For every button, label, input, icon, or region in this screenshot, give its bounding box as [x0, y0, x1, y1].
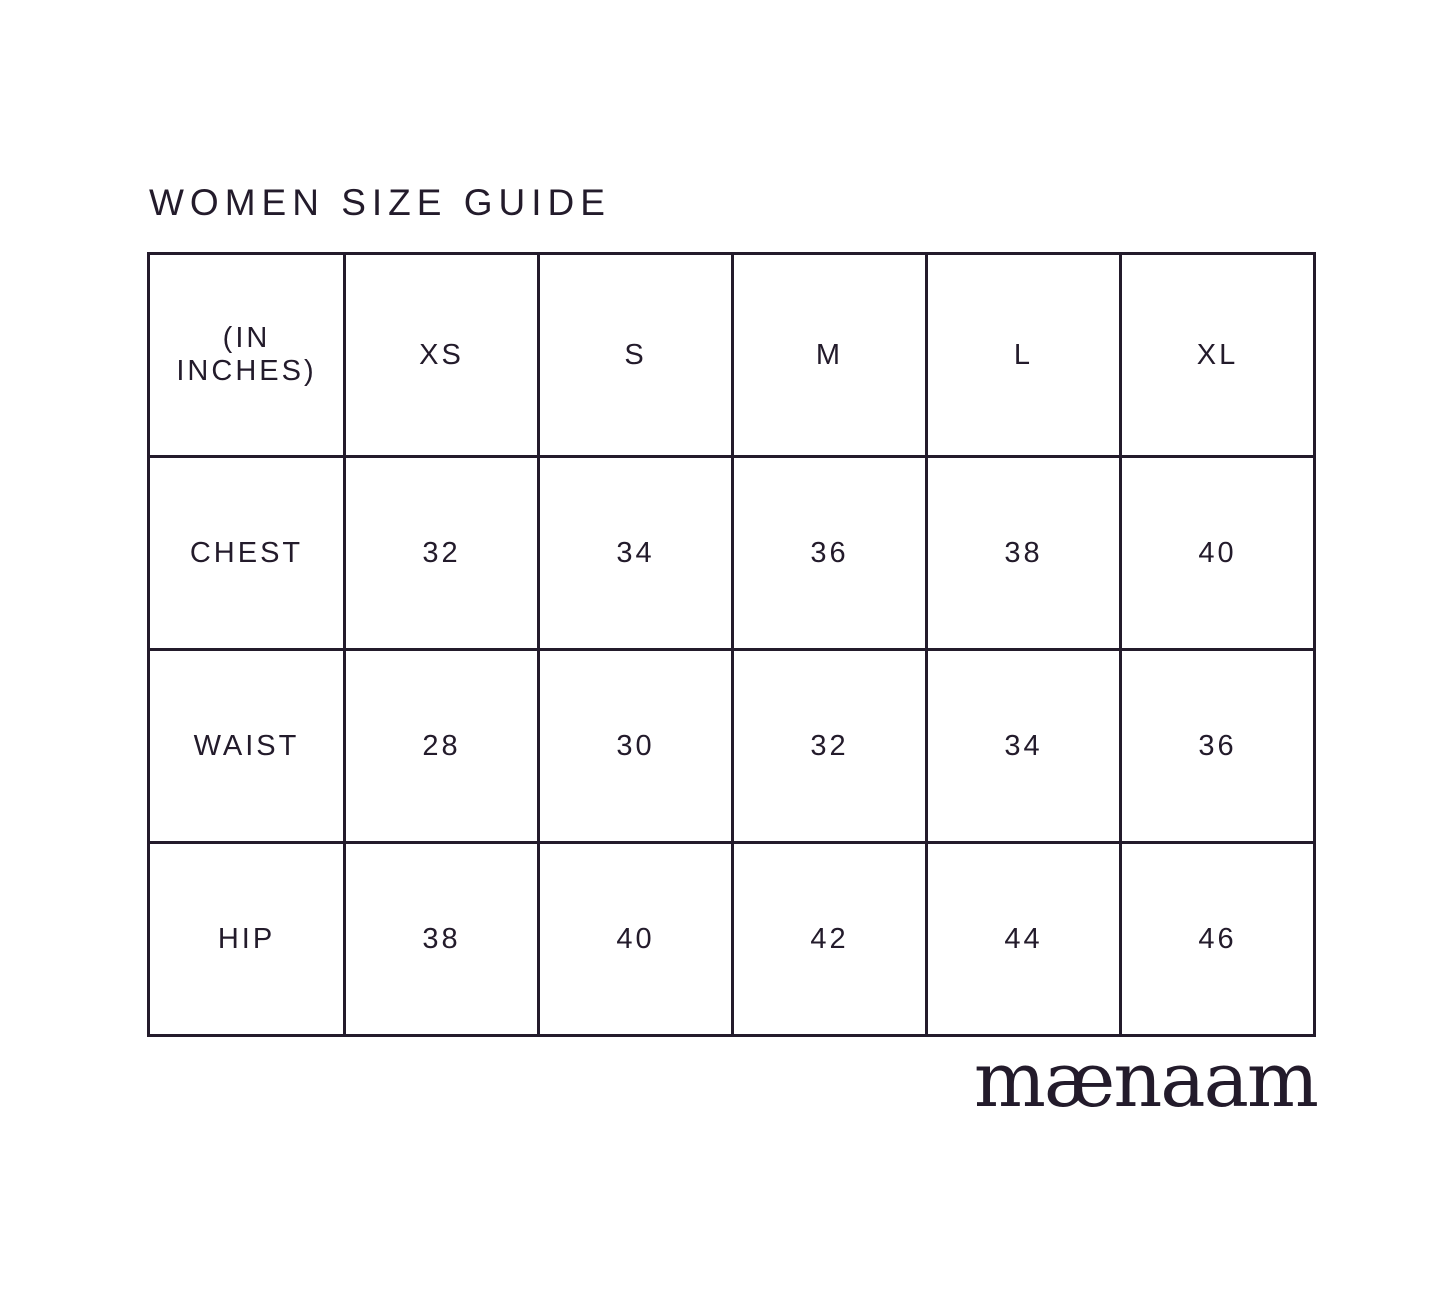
table-row-waist: WAIST 28 30 32 34 36 [147, 648, 1316, 844]
brand-logo: mænaam [973, 1035, 1319, 1124]
table-cell: 36 [731, 455, 928, 651]
size-guide-table: (IN INCHES) XS S M L XL CHEST 32 34 36 3… [147, 252, 1316, 1037]
column-header-l: L [925, 252, 1122, 458]
table-cell: 40 [1119, 455, 1316, 651]
table-cell: 40 [537, 841, 734, 1037]
table-cell: 30 [537, 648, 734, 844]
column-header-m: M [731, 252, 928, 458]
table-row-hip: HIP 38 40 42 44 46 [147, 841, 1316, 1037]
table-cell: 28 [343, 648, 540, 844]
table-header-row: (IN INCHES) XS S M L XL [147, 252, 1316, 458]
row-label-waist: WAIST [147, 648, 346, 844]
table-cell: 36 [1119, 648, 1316, 844]
table-cell: 38 [925, 455, 1122, 651]
unit-label-cell: (IN INCHES) [147, 252, 346, 458]
column-header-xl: XL [1119, 252, 1316, 458]
table-cell: 34 [537, 455, 734, 651]
table-cell: 46 [1119, 841, 1316, 1037]
page-title: WOMEN SIZE GUIDE [149, 182, 611, 223]
table-cell: 34 [925, 648, 1122, 844]
table-cell: 38 [343, 841, 540, 1037]
table-cell: 32 [343, 455, 540, 651]
table-cell: 44 [925, 841, 1122, 1037]
column-header-s: S [537, 252, 734, 458]
table-row-chest: CHEST 32 34 36 38 40 [147, 455, 1316, 651]
row-label-chest: CHEST [147, 455, 346, 651]
row-label-hip: HIP [147, 841, 346, 1037]
column-header-xs: XS [343, 252, 540, 458]
table-cell: 42 [731, 841, 928, 1037]
table-cell: 32 [731, 648, 928, 844]
